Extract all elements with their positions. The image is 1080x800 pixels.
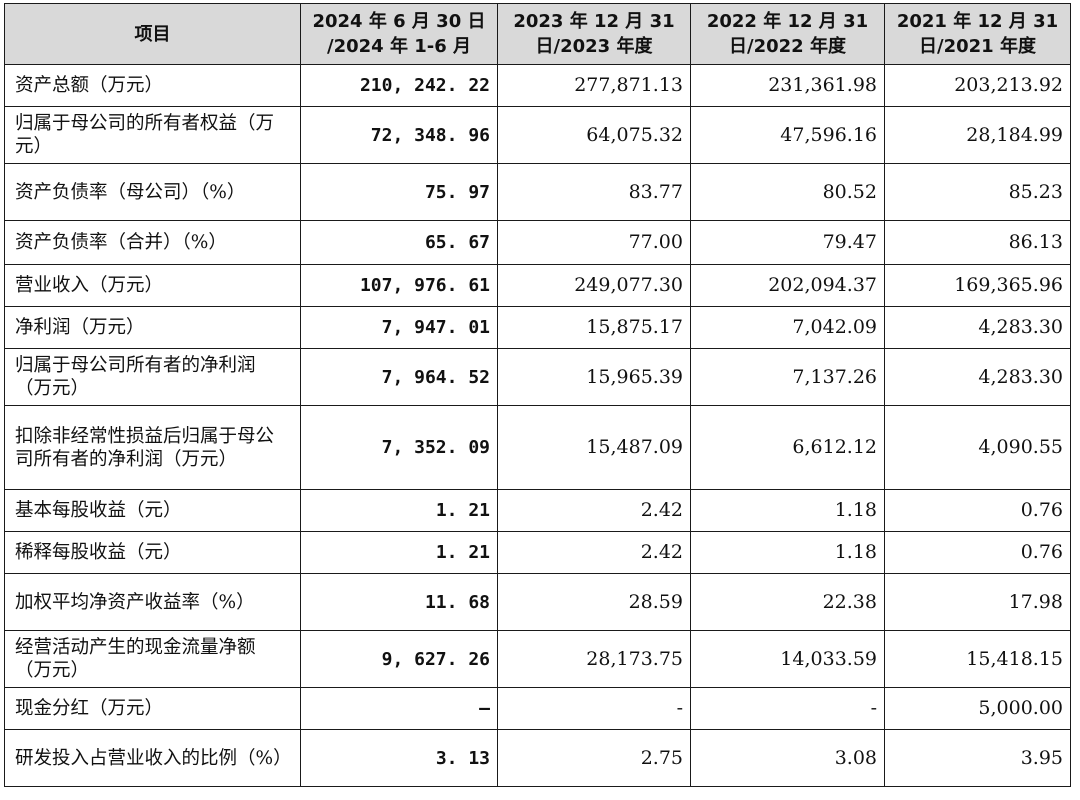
row-label: 净利润（万元）: [4, 306, 301, 349]
table-row: 资产总额（万元） 210, 242. 22 277,871.13 231,361.98…: [4, 64, 1071, 107]
cell-value-2022: 1.18: [690, 531, 885, 574]
cell-value-2023: -: [497, 687, 691, 730]
header-item: 项目: [4, 3, 301, 65]
cell-value-2023: 77.00: [497, 220, 691, 265]
cell-value-2021: 85.23: [884, 163, 1071, 221]
table-row: 扣除非经常性损益后归属于母公司所有者的净利润（万元） 7, 352. 09 15,4…: [4, 405, 1071, 490]
cell-value-2023: 15,965.39: [497, 348, 691, 406]
header-row: 项目 2024 年 6 月 30 日 /2024 年 1-6 月 2023 年 …: [4, 3, 1071, 65]
cell-value-2022: 80.52: [690, 163, 885, 221]
cell-value-2021: 5,000.00: [884, 687, 1071, 730]
cell-value-2023: 2.75: [497, 729, 691, 787]
table-header: 项目 2024 年 6 月 30 日 /2024 年 1-6 月 2023 年 …: [4, 3, 1071, 65]
cell-value-2024h1: 107, 976. 61: [300, 264, 498, 307]
cell-value-2023: 28,173.75: [497, 630, 691, 688]
cell-value-2024h1: 75. 97: [300, 163, 498, 221]
table-row: 归属于母公司的所有者权益（万元） 72, 348. 96 64,075.32 47,5…: [4, 106, 1071, 164]
table-row: 加权平均净资产收益率（%） 11. 68 28.59 22.38 17.98: [4, 573, 1071, 631]
cell-value-2024h1: 7, 352. 09: [300, 405, 498, 490]
cell-value-2021: 203,213.92: [884, 64, 1071, 107]
cell-value-2021: 86.13: [884, 220, 1071, 265]
table-row: 现金分红（万元） – - -5,000.00: [4, 687, 1071, 730]
cell-value-2024h1: 7, 964. 52: [300, 348, 498, 406]
cell-value-2022: 202,094.37: [690, 264, 885, 307]
cell-value-2024h1: 1. 21: [300, 531, 498, 574]
cell-value-2023: 64,075.32: [497, 106, 691, 164]
cell-value-2023: 83.77: [497, 163, 691, 221]
header-period-2022: 2022 年 12 月 31 日/2022 年度: [690, 3, 885, 65]
table-row: 经营活动产生的现金流量净额（万元） 9, 627. 26 28,173.75 14,0…: [4, 630, 1071, 688]
cell-value-2023: 249,077.30: [497, 264, 691, 307]
cell-value-2021: 4,283.30: [884, 306, 1071, 349]
table-row: 基本每股收益（元） 1. 21 2.42 1.18 0.76: [4, 489, 1071, 532]
table-row: 资产负债率（合并）（%） 65. 67 77.00 79.47 86.13: [4, 220, 1071, 265]
header-period-2021: 2021 年 12 月 31 日/2021 年度: [884, 3, 1071, 65]
row-label: 资产负债率（母公司）（%）: [4, 163, 301, 221]
financial-data-table: 项目 2024 年 6 月 30 日 /2024 年 1-6 月 2023 年 …: [4, 3, 1071, 787]
cell-value-2024h1: 9, 627. 26: [300, 630, 498, 688]
cell-value-2022: 3.08: [690, 729, 885, 787]
cell-value-2024h1: 72, 348. 96: [300, 106, 498, 164]
table-row: 归属于母公司所有者的净利润（万元） 7, 964. 52 15,965.39 7,13…: [4, 348, 1071, 406]
table-body: 资产总额（万元） 210, 242. 22 277,871.13 231,361.98…: [4, 64, 1071, 787]
cell-value-2024h1: 7, 947. 01: [300, 306, 498, 349]
cell-value-2024h1: –: [300, 687, 498, 730]
cell-value-2021: 169,365.96: [884, 264, 1071, 307]
cell-value-2022: -: [690, 687, 885, 730]
row-label: 营业收入（万元）: [4, 264, 301, 307]
row-label: 现金分红（万元）: [4, 687, 301, 730]
cell-value-2023: 28.59: [497, 573, 691, 631]
cell-value-2022: 7,042.09: [690, 306, 885, 349]
cell-value-2022: 231,361.98: [690, 64, 885, 107]
cell-value-2022: 6,612.12: [690, 405, 885, 490]
cell-value-2024h1: 11. 68: [300, 573, 498, 631]
cell-value-2023: 277,871.13: [497, 64, 691, 107]
cell-value-2021: 4,090.55: [884, 405, 1071, 490]
cell-value-2023: 15,487.09: [497, 405, 691, 490]
row-label: 加权平均净资产收益率（%）: [4, 573, 301, 631]
cell-value-2021: 0.76: [884, 531, 1071, 574]
cell-value-2022: 1.18: [690, 489, 885, 532]
cell-value-2021: 3.95: [884, 729, 1071, 787]
table-row: 净利润（万元） 7, 947. 01 15,875.17 7,042.09 4,283.…: [4, 306, 1071, 349]
row-label: 稀释每股收益（元）: [4, 531, 301, 574]
row-label: 归属于母公司所有者的净利润（万元）: [4, 348, 301, 406]
cell-value-2021: 17.98: [884, 573, 1071, 631]
table-row: 资产负债率（母公司）（%） 75. 97 83.77 80.52 85.23: [4, 163, 1071, 221]
cell-value-2021: 4,283.30: [884, 348, 1071, 406]
table-row: 研发投入占营业收入的比例（%） 3. 13 2.75 3.08 3.95: [4, 729, 1071, 787]
row-label: 研发投入占营业收入的比例（%）: [4, 729, 301, 787]
cell-value-2021: 15,418.15: [884, 630, 1071, 688]
cell-value-2022: 14,033.59: [690, 630, 885, 688]
table-row: 营业收入（万元） 107, 976. 61 249,077.30 202,094.37…: [4, 264, 1071, 307]
cell-value-2024h1: 1. 21: [300, 489, 498, 532]
row-label: 扣除非经常性损益后归属于母公司所有者的净利润（万元）: [4, 405, 301, 490]
cell-value-2023: 2.42: [497, 531, 691, 574]
row-label: 资产负债率（合并）（%）: [4, 220, 301, 265]
cell-value-2022: 22.38: [690, 573, 885, 631]
header-period-2023: 2023 年 12 月 31 日/2023 年度: [497, 3, 691, 65]
cell-value-2022: 47,596.16: [690, 106, 885, 164]
cell-value-2022: 7,137.26: [690, 348, 885, 406]
cell-value-2021: 28,184.99: [884, 106, 1071, 164]
row-label: 基本每股收益（元）: [4, 489, 301, 532]
cell-value-2023: 15,875.17: [497, 306, 691, 349]
cell-value-2024h1: 65. 67: [300, 220, 498, 265]
table-row: 稀释每股收益（元） 1. 21 2.42 1.18 0.76: [4, 531, 1071, 574]
cell-value-2021: 0.76: [884, 489, 1071, 532]
header-period-2024h1: 2024 年 6 月 30 日 /2024 年 1-6 月: [300, 3, 498, 65]
row-label: 归属于母公司的所有者权益（万元）: [4, 106, 301, 164]
cell-value-2024h1: 210, 242. 22: [300, 64, 498, 107]
row-label: 经营活动产生的现金流量净额（万元）: [4, 630, 301, 688]
cell-value-2022: 79.47: [690, 220, 885, 265]
cell-value-2024h1: 3. 13: [300, 729, 498, 787]
cell-value-2023: 2.42: [497, 489, 691, 532]
row-label: 资产总额（万元）: [4, 64, 301, 107]
